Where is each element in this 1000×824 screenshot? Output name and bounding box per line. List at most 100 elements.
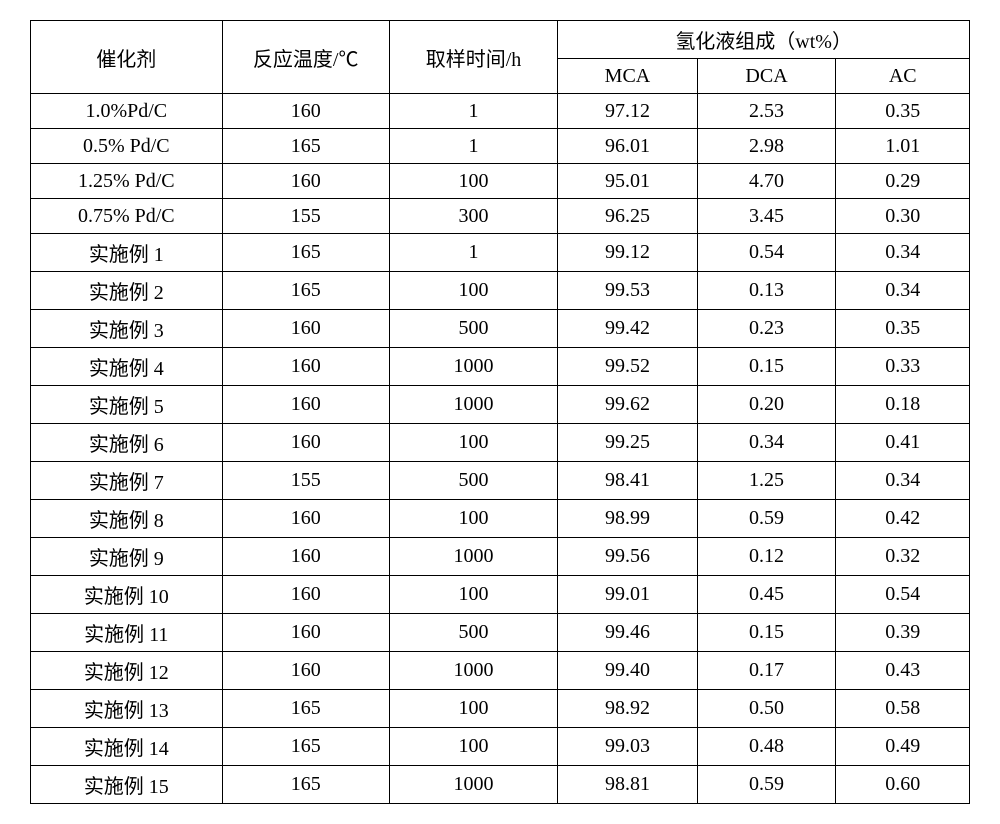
cell-catalyst: 实施例 1 (31, 234, 223, 272)
cell-mca: 99.03 (558, 728, 697, 766)
cell-mca: 99.42 (558, 310, 697, 348)
header-sampling-time: 取样时间/h (389, 21, 558, 94)
table-row: 实施例 216510099.530.130.34 (31, 272, 970, 310)
cell-dca: 0.48 (697, 728, 836, 766)
cell-catalyst: 0.5% Pd/C (31, 129, 223, 164)
cell-mca: 99.53 (558, 272, 697, 310)
cell-temperature: 165 (222, 690, 389, 728)
cell-ac: 0.49 (836, 728, 970, 766)
cell-dca: 0.45 (697, 576, 836, 614)
cell-mca: 99.01 (558, 576, 697, 614)
cell-sampling-time: 1 (389, 129, 558, 164)
cell-mca: 98.81 (558, 766, 697, 804)
cell-catalyst: 实施例 14 (31, 728, 223, 766)
cell-ac: 0.35 (836, 310, 970, 348)
header-ac: AC (836, 59, 970, 94)
cell-dca: 2.98 (697, 129, 836, 164)
cell-catalyst: 实施例 13 (31, 690, 223, 728)
cell-ac: 0.60 (836, 766, 970, 804)
cell-sampling-time: 1000 (389, 348, 558, 386)
cell-temperature: 165 (222, 728, 389, 766)
cell-catalyst: 实施例 4 (31, 348, 223, 386)
cell-catalyst: 实施例 12 (31, 652, 223, 690)
cell-dca: 0.54 (697, 234, 836, 272)
cell-temperature: 160 (222, 614, 389, 652)
table-row: 0.75% Pd/C15530096.253.450.30 (31, 199, 970, 234)
cell-mca: 99.46 (558, 614, 697, 652)
cell-temperature: 160 (222, 538, 389, 576)
table-row: 实施例 1316510098.920.500.58 (31, 690, 970, 728)
table-row: 实施例 12160100099.400.170.43 (31, 652, 970, 690)
table-row: 实施例 1116050099.460.150.39 (31, 614, 970, 652)
cell-sampling-time: 100 (389, 424, 558, 462)
cell-catalyst: 1.25% Pd/C (31, 164, 223, 199)
table-row: 0.5% Pd/C165196.012.981.01 (31, 129, 970, 164)
cell-catalyst: 实施例 3 (31, 310, 223, 348)
table-row: 实施例 4160100099.520.150.33 (31, 348, 970, 386)
cell-ac: 0.54 (836, 576, 970, 614)
cell-ac: 0.43 (836, 652, 970, 690)
cell-ac: 0.29 (836, 164, 970, 199)
header-dca: DCA (697, 59, 836, 94)
table-row: 1.0%Pd/C160197.122.530.35 (31, 94, 970, 129)
cell-ac: 0.41 (836, 424, 970, 462)
cell-temperature: 165 (222, 272, 389, 310)
cell-mca: 99.12 (558, 234, 697, 272)
cell-sampling-time: 100 (389, 500, 558, 538)
cell-dca: 0.50 (697, 690, 836, 728)
cell-ac: 1.01 (836, 129, 970, 164)
cell-dca: 0.15 (697, 348, 836, 386)
cell-ac: 0.33 (836, 348, 970, 386)
table-row: 实施例 715550098.411.250.34 (31, 462, 970, 500)
table-row: 实施例 9160100099.560.120.32 (31, 538, 970, 576)
header-mca: MCA (558, 59, 697, 94)
cell-dca: 0.12 (697, 538, 836, 576)
cell-catalyst: 0.75% Pd/C (31, 199, 223, 234)
cell-dca: 0.34 (697, 424, 836, 462)
table-row: 实施例 5160100099.620.200.18 (31, 386, 970, 424)
cell-temperature: 160 (222, 652, 389, 690)
table-body: 1.0%Pd/C160197.122.530.350.5% Pd/C165196… (31, 94, 970, 804)
table-header: 催化剂 反应温度/℃ 取样时间/h 氢化液组成（wt%） MCA DCA AC (31, 21, 970, 94)
header-composition-group: 氢化液组成（wt%） (558, 21, 970, 59)
cell-dca: 3.45 (697, 199, 836, 234)
cell-sampling-time: 100 (389, 164, 558, 199)
cell-dca: 0.59 (697, 766, 836, 804)
cell-catalyst: 1.0%Pd/C (31, 94, 223, 129)
cell-catalyst: 实施例 7 (31, 462, 223, 500)
cell-mca: 96.01 (558, 129, 697, 164)
cell-temperature: 165 (222, 766, 389, 804)
cell-mca: 99.52 (558, 348, 697, 386)
cell-ac: 0.35 (836, 94, 970, 129)
cell-ac: 0.34 (836, 462, 970, 500)
cell-catalyst: 实施例 9 (31, 538, 223, 576)
cell-dca: 0.17 (697, 652, 836, 690)
table-row: 1.25% Pd/C16010095.014.700.29 (31, 164, 970, 199)
cell-sampling-time: 500 (389, 310, 558, 348)
cell-sampling-time: 100 (389, 576, 558, 614)
cell-mca: 99.56 (558, 538, 697, 576)
cell-dca: 0.13 (697, 272, 836, 310)
cell-catalyst: 实施例 11 (31, 614, 223, 652)
table-row: 实施例 816010098.990.590.42 (31, 500, 970, 538)
cell-temperature: 165 (222, 129, 389, 164)
cell-dca: 2.53 (697, 94, 836, 129)
cell-dca: 0.15 (697, 614, 836, 652)
cell-sampling-time: 1 (389, 234, 558, 272)
header-catalyst: 催化剂 (31, 21, 223, 94)
cell-sampling-time: 100 (389, 728, 558, 766)
cell-sampling-time: 1000 (389, 652, 558, 690)
cell-sampling-time: 500 (389, 462, 558, 500)
cell-dca: 4.70 (697, 164, 836, 199)
cell-sampling-time: 1000 (389, 386, 558, 424)
cell-temperature: 160 (222, 424, 389, 462)
header-temperature: 反应温度/℃ (222, 21, 389, 94)
cell-sampling-time: 1 (389, 94, 558, 129)
table-row: 实施例 1416510099.030.480.49 (31, 728, 970, 766)
cell-ac: 0.30 (836, 199, 970, 234)
cell-mca: 98.41 (558, 462, 697, 500)
cell-catalyst: 实施例 6 (31, 424, 223, 462)
header-row-1: 催化剂 反应温度/℃ 取样时间/h 氢化液组成（wt%） (31, 21, 970, 59)
cell-temperature: 160 (222, 94, 389, 129)
cell-sampling-time: 300 (389, 199, 558, 234)
